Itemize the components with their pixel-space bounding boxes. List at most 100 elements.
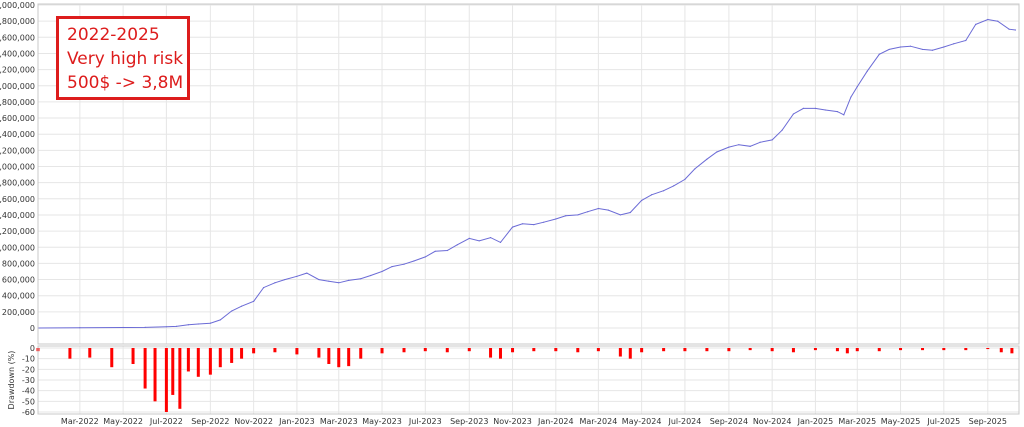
equity-point-46: [619, 214, 621, 216]
drawdown-bar-31: [511, 348, 515, 353]
equity-point-57: [738, 144, 740, 146]
drawdown-y-tick-label-4: -40: [22, 387, 35, 396]
drawdown-bar-16: [252, 348, 256, 354]
x-tick-label-21: Sep-2025: [969, 417, 1007, 426]
equity-point-81: [987, 18, 989, 21]
drawdown-bar-28: [467, 348, 471, 352]
x-tick-label-1: May-2022: [103, 417, 143, 426]
drawdown-bar-53: [942, 348, 946, 351]
main-y-tick-label-0: 0: [30, 324, 35, 333]
x-tick-label-16: Nov-2024: [753, 417, 792, 426]
drawdown-bar-45: [791, 348, 795, 353]
drawdown-y-axis-title: Drawdown (%): [7, 351, 16, 410]
main-y-tick-label-3: 600,000: [2, 276, 35, 285]
main-y-tick-label-16: 3,200,000: [0, 66, 35, 75]
equity-point-4: [165, 326, 167, 328]
x-tick-label-6: Mar-2023: [320, 417, 358, 426]
equity-point-55: [716, 151, 718, 153]
equity-point-75: [921, 48, 924, 51]
equity-point-12: [253, 300, 255, 302]
equity-point-23: [370, 274, 372, 277]
equity-point-14: [274, 282, 276, 284]
equity-point-33: [478, 240, 480, 242]
equity-point-52: [684, 178, 686, 181]
main-y-tick-label-2: 400,000: [2, 292, 35, 301]
drawdown-chart-frame: [37, 345, 1020, 415]
main-y-tick-label-19: 3,800,000: [0, 17, 35, 26]
main-y-tick-label-14: 2,800,000: [0, 98, 35, 107]
x-tick-label-9: Sep-2023: [450, 417, 488, 426]
equity-point-58: [749, 145, 751, 147]
equity-point-15: [284, 278, 286, 281]
equity-point-64: [814, 107, 817, 109]
main-y-tick-label-8: 1,600,000: [0, 195, 35, 204]
equity-point-54: [706, 158, 708, 160]
drawdown-bar-18: [295, 348, 299, 355]
drawdown-bar-42: [727, 348, 731, 352]
equity-point-24: [381, 270, 383, 273]
x-tick-label-0: Mar-2022: [61, 417, 99, 426]
drawdown-y-tick-label-0: 0: [30, 344, 35, 353]
equity-point-70: [866, 70, 868, 72]
drawdown-chart-grid: [38, 346, 1019, 414]
main-y-tick-label-12: 2,400,000: [0, 130, 35, 139]
x-axis: Mar-2022 May-2022 Jul-2022 Sep-2022 Nov-2022…: [61, 417, 1007, 426]
equity-point-73: [899, 46, 902, 48]
equity-point-2: [122, 326, 124, 329]
equity-point-49: [650, 194, 653, 196]
equity-point-76: [931, 49, 934, 51]
main-y-tick-label-6: 1,200,000: [0, 227, 35, 236]
equity-point-17: [306, 272, 308, 274]
drawdown-bar-21: [337, 348, 341, 368]
drawdown-bar-49: [855, 348, 859, 352]
x-tick-label-3: Sep-2022: [191, 417, 229, 426]
drawdown-bar-19: [317, 348, 321, 358]
drawdown-bar-14: [230, 348, 234, 363]
drawdown-bar-1: [68, 348, 72, 359]
equity-point-21: [348, 279, 350, 281]
equity-point-82: [997, 20, 999, 22]
main-y-tick-label-13: 2,600,000: [0, 114, 35, 123]
drawdown-bar-36: [618, 348, 622, 357]
equity-point-30: [446, 249, 448, 252]
equity-point-36: [511, 226, 514, 228]
equity-point-67: [843, 114, 845, 116]
equity-point-84: [1014, 29, 1017, 31]
main-y-tick-label-4: 800,000: [2, 259, 35, 268]
equity-point-74: [909, 45, 912, 47]
x-tick-label-10: Nov-2023: [493, 417, 532, 426]
equity-point-40: [555, 218, 557, 220]
x-tick-label-4: Nov-2022: [234, 417, 273, 426]
drawdown-bar-24: [380, 348, 384, 354]
drawdown-bar-52: [921, 348, 925, 351]
main-y-tick-label-1: 200,000: [2, 308, 35, 317]
drawdown-bars: [36, 348, 1014, 412]
drawdown-bar-23: [359, 348, 363, 359]
drawdown-bar-17: [273, 348, 277, 353]
equity-point-68: [850, 96, 852, 98]
main-y-tick-label-20: 4,000,000: [0, 1, 35, 10]
drawdown-bar-20: [327, 348, 331, 364]
equity-point-39: [543, 221, 545, 223]
equity-point-6: [187, 324, 189, 326]
equity-point-47: [629, 211, 631, 214]
drawdown-bar-57: [1010, 348, 1014, 354]
main-chart-frame: [37, 3, 1020, 345]
equity-point-34: [489, 236, 492, 239]
drawdown-bar-56: [999, 348, 1003, 353]
equity-point-27: [413, 260, 415, 262]
drawdown-bar-15: [240, 348, 244, 359]
x-tick-label-14: Jul-2024: [667, 417, 701, 426]
equity-point-8: [209, 322, 211, 324]
drawdown-bar-13: [218, 348, 222, 368]
main-y-tick-label-18: 3,600,000: [0, 33, 35, 42]
annotation-period: 2022-2025: [67, 25, 160, 45]
equity-point-3: [144, 326, 146, 328]
equity-point-9: [219, 319, 221, 321]
equity-point-10: [231, 310, 233, 312]
drawdown-bar-47: [835, 348, 839, 352]
drawdown-bar-29: [489, 348, 493, 358]
equity-point-50: [663, 190, 665, 192]
drawdown-bar-43: [748, 348, 752, 351]
drawdown-bar-25: [402, 348, 406, 353]
